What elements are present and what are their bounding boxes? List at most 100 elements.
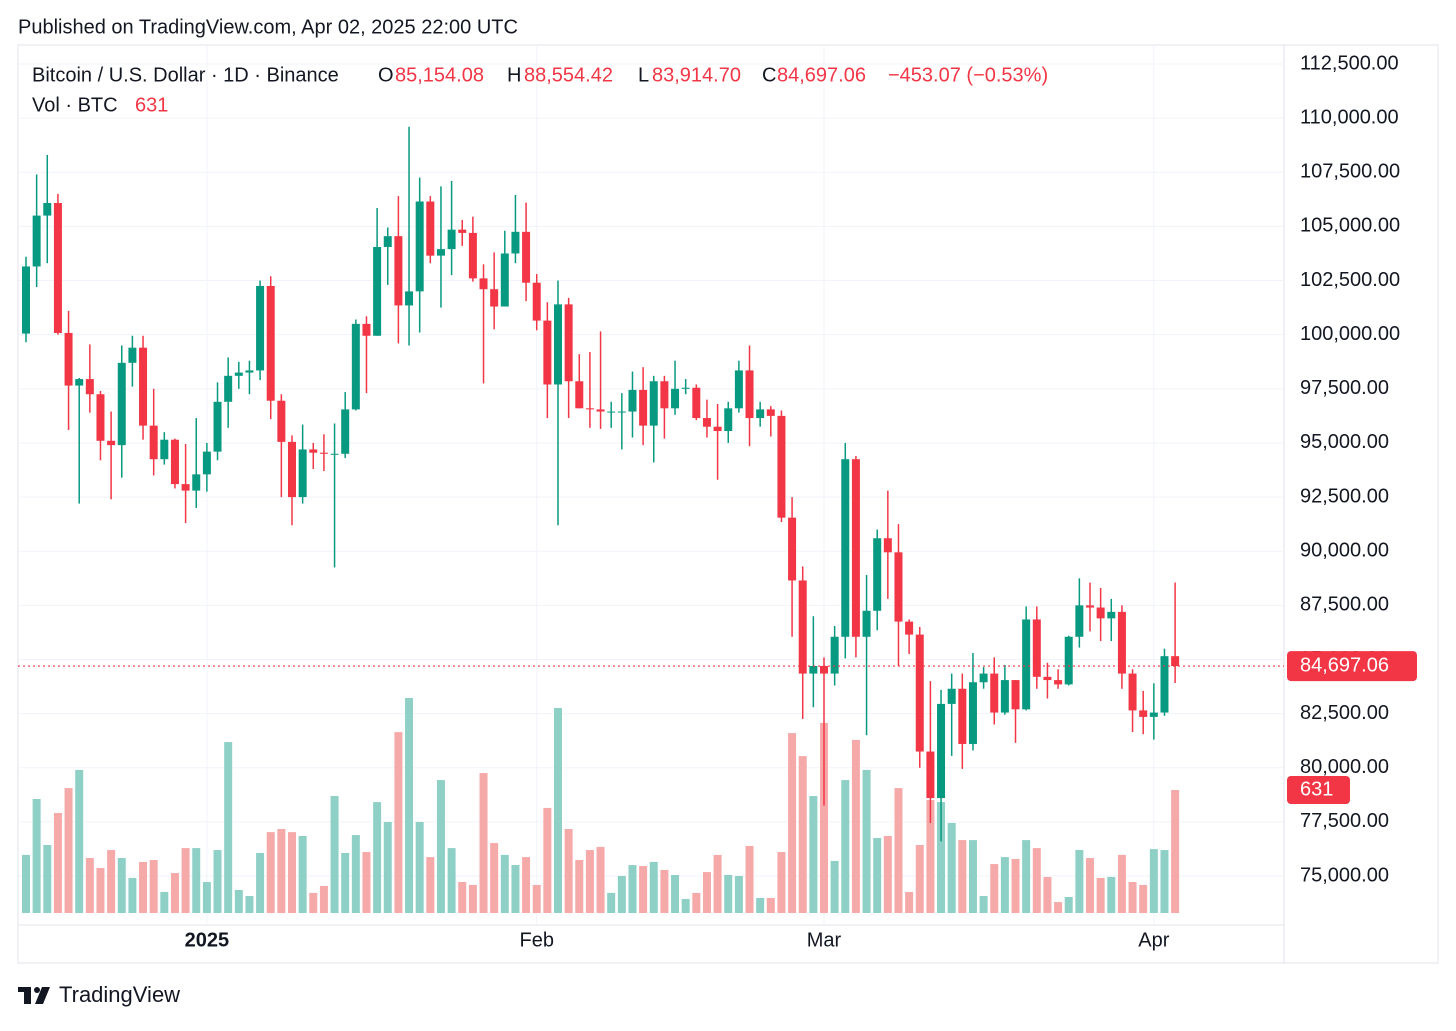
volume-bar — [862, 769, 871, 913]
candle-body — [830, 636, 839, 674]
volume-bar — [426, 857, 435, 913]
candle-body — [277, 400, 286, 442]
volume-bar — [479, 773, 488, 913]
candle-body — [405, 291, 414, 306]
volume-bar — [436, 780, 445, 913]
candle-body — [1160, 656, 1169, 713]
candle-body — [777, 415, 786, 518]
volume-bar — [298, 836, 307, 913]
y-tick-label: 92,500.00 — [1300, 485, 1389, 507]
candle-body — [1096, 607, 1105, 619]
volume-bar — [958, 840, 967, 913]
x-tick-label: Feb — [519, 929, 553, 951]
volume-bar — [607, 892, 616, 913]
y-tick-label: 105,000.00 — [1300, 215, 1400, 237]
volume-bar — [128, 877, 137, 913]
volume-bar — [756, 897, 765, 913]
candle-body — [500, 253, 509, 307]
volume-bar — [309, 892, 318, 913]
volume-bar — [490, 843, 499, 913]
volume-bar — [937, 802, 946, 913]
candle-body — [820, 666, 828, 674]
volume-bar — [692, 892, 701, 913]
volume-bar — [1064, 897, 1073, 913]
volume-bar — [777, 851, 786, 913]
candle-body — [107, 440, 116, 446]
volume-bar — [724, 874, 733, 913]
volume-bar — [53, 813, 62, 913]
volume-bar — [22, 854, 30, 913]
close-label: C — [762, 64, 776, 86]
candle-body — [915, 634, 924, 752]
volume-bar — [415, 821, 424, 913]
candle-body — [607, 411, 616, 413]
y-tick-label: 100,000.00 — [1300, 323, 1400, 345]
y-tick-label: 95,000.00 — [1300, 431, 1389, 453]
volume-bar — [766, 897, 775, 913]
candle-body — [756, 409, 765, 419]
volume-bar — [947, 822, 956, 913]
candle-body — [245, 370, 254, 373]
candle-body — [692, 387, 701, 419]
volume-bar — [351, 835, 360, 913]
candle-body — [1064, 636, 1073, 685]
volume-bar — [458, 882, 467, 913]
volume-bar — [213, 850, 222, 913]
y-tick-label: 102,500.00 — [1300, 269, 1400, 291]
candle-body — [309, 449, 318, 453]
volume-bar — [564, 828, 573, 913]
candle-body — [809, 666, 818, 674]
volume-bar — [851, 739, 860, 913]
volume-bar — [1117, 854, 1126, 913]
volume-bar — [1054, 902, 1063, 913]
volume-bar — [394, 732, 403, 913]
volume-bar — [266, 832, 275, 913]
candle-body — [373, 246, 382, 336]
open-label: O — [378, 64, 394, 86]
open-value: 85,154.08 — [395, 64, 484, 86]
candle-body — [1139, 710, 1148, 717]
candle-body — [490, 289, 499, 307]
candle-body — [1107, 611, 1116, 619]
candle-body — [596, 409, 605, 412]
volume-bar — [64, 788, 73, 913]
y-tick-label: 110,000.00 — [1300, 106, 1399, 128]
volume-bar — [671, 874, 680, 913]
candle-body — [660, 381, 669, 409]
candle-body — [394, 236, 403, 306]
y-tick-label: 90,000.00 — [1300, 540, 1389, 562]
candle-body — [266, 285, 275, 401]
last-volume-tag — [1287, 776, 1350, 805]
low-label: L — [638, 64, 649, 86]
candle-body — [1032, 619, 1041, 677]
candle-body — [649, 381, 658, 426]
volume-bar — [841, 780, 850, 913]
candle-body — [96, 394, 105, 441]
candle-body — [628, 389, 637, 412]
candle-body — [1022, 619, 1031, 710]
volume-bar — [1000, 857, 1009, 913]
candle-body — [468, 232, 477, 279]
volume-bar — [245, 896, 254, 913]
candle-body — [702, 418, 711, 427]
candle-body — [937, 703, 946, 799]
candle-body — [905, 621, 914, 635]
volume-bar — [798, 756, 807, 913]
volume-bar — [543, 807, 552, 913]
volume-bar — [373, 802, 382, 913]
candle-body — [53, 203, 62, 333]
y-tick-label: 75,000.00 — [1300, 864, 1389, 886]
y-tick-label: 80,000.00 — [1300, 756, 1389, 778]
volume-bar — [1139, 884, 1148, 913]
candle-body — [1011, 680, 1020, 710]
volume-bar — [649, 861, 658, 913]
candle-body — [224, 375, 233, 402]
candle-body — [1128, 673, 1137, 711]
candle-body — [117, 362, 126, 446]
volume-bar — [1149, 849, 1158, 913]
candle-body — [330, 453, 339, 455]
symbol: Bitcoin / U.S. Dollar · 1D · Binance — [32, 64, 339, 86]
candle-body — [543, 320, 552, 385]
volume-bar — [500, 854, 509, 913]
